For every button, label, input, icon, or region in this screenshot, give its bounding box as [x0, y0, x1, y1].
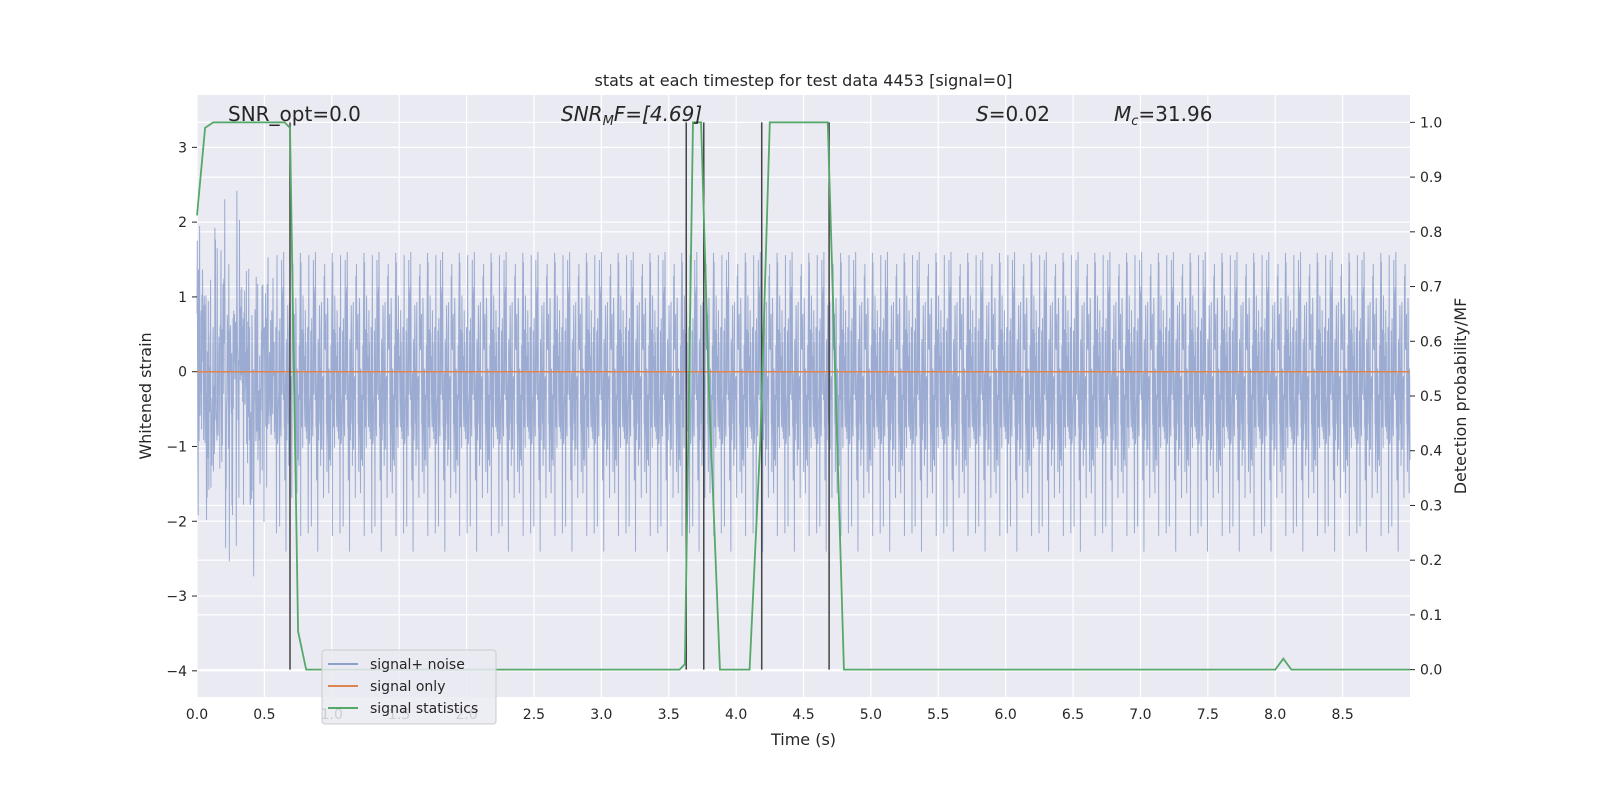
s-label: S [976, 102, 989, 126]
x-tick-label-14: 7.0 [1129, 707, 1151, 723]
right-tick-label-8: 0.2 [1420, 553, 1442, 569]
x-tick-label-13: 6.5 [1062, 707, 1084, 723]
right-tick-label-5: 0.5 [1420, 389, 1442, 405]
right-tick-label-4: 0.6 [1420, 334, 1442, 350]
s-value: =0.02 [989, 102, 1050, 126]
y-tick-label-0: 3 [178, 140, 187, 156]
legend-box [321, 649, 497, 725]
y-tick-label-1: 2 [178, 215, 187, 231]
y-tick-label-5: −2 [166, 514, 187, 530]
right-tick-label-0: 1.0 [1420, 115, 1442, 131]
right-axis-label: Detection probability/MF [1451, 298, 1470, 495]
right-tick-label-3: 0.7 [1420, 280, 1442, 296]
x-tick-label-7: 3.5 [658, 707, 680, 723]
snr-mf-base: SNR [561, 102, 603, 126]
y-tick-label-7: −4 [166, 664, 187, 680]
x-tick-label-6: 3.0 [590, 707, 612, 723]
x-tick-label-16: 8.0 [1264, 707, 1286, 723]
signal-statistics-series [196, 121, 1410, 671]
right-tick-label-1: 0.9 [1420, 170, 1442, 186]
snr-mf-subscript: M [603, 114, 614, 129]
y-tick-label-3: 0 [178, 365, 187, 381]
y-axis-label: Whitened strain [136, 332, 155, 459]
legend-label-signal-noise: signal+ noise [370, 657, 465, 673]
x-tick-label-8: 4.0 [725, 707, 747, 723]
s-annotation: S=0.02 [976, 102, 1050, 126]
signal-noise-line [196, 190, 1411, 577]
snr-mf-rest: F=[4.69] [614, 102, 702, 126]
x-tick-label-15: 7.5 [1197, 707, 1219, 723]
x-tick-label-12: 6.0 [995, 707, 1017, 723]
mc-base: M [1114, 102, 1131, 126]
mc-subscript: c [1131, 114, 1138, 129]
y-tick-label-4: −1 [166, 439, 187, 455]
y-axis-ticks: 3 2 1 0 −1 −2 −3 −4 [166, 140, 197, 680]
legend-label-signal-only: signal only [370, 679, 445, 695]
x-tick-label-1: 0.5 [253, 707, 275, 723]
right-axis-ticks: 1.0 0.9 0.8 0.7 0.6 0.5 0.4 0.3 0.2 0.1 0.0 [1410, 115, 1442, 679]
right-tick-label-7: 0.3 [1420, 498, 1442, 514]
x-tick-label-11: 5.5 [927, 707, 949, 723]
y-tick-label-2: 1 [178, 290, 187, 306]
right-tick-label-6: 0.4 [1420, 444, 1442, 460]
snr-mf-annotation: SNRMF=[4.69] [561, 102, 702, 129]
x-tick-label-0: 0.0 [186, 707, 208, 723]
right-tick-label-10: 0.0 [1420, 663, 1442, 679]
snr-opt-annotation: SNR_opt=0.0 [228, 102, 361, 126]
x-tick-label-9: 4.5 [792, 707, 814, 723]
signal-statistics-line [196, 121, 1410, 671]
chart-title: stats at each timestep for test data 445… [594, 71, 1012, 90]
right-tick-label-9: 0.1 [1420, 608, 1442, 624]
x-tick-label-17: 8.5 [1331, 707, 1353, 723]
legend: signal+ noise signal only signal statist… [321, 649, 497, 725]
mc-value: =31.96 [1138, 102, 1212, 126]
x-axis-label: Time (s) [770, 730, 836, 749]
y-tick-label-6: −3 [166, 589, 187, 605]
right-tick-label-2: 0.8 [1420, 225, 1442, 241]
legend-label-signal-statistics: signal statistics [370, 701, 478, 717]
mc-annotation: Mc=31.96 [1114, 102, 1212, 129]
x-tick-label-5: 2.5 [523, 707, 545, 723]
x-tick-label-10: 5.0 [860, 707, 882, 723]
signal-noise-series [196, 190, 1411, 577]
